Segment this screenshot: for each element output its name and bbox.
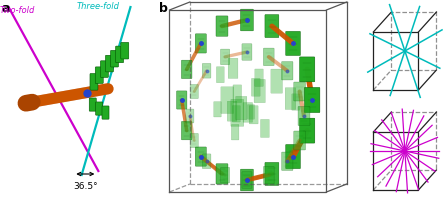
FancyBboxPatch shape bbox=[255, 69, 263, 86]
Text: b: b bbox=[159, 2, 168, 15]
FancyBboxPatch shape bbox=[294, 131, 306, 150]
FancyBboxPatch shape bbox=[282, 152, 293, 170]
FancyBboxPatch shape bbox=[286, 31, 300, 56]
FancyBboxPatch shape bbox=[90, 74, 98, 90]
FancyBboxPatch shape bbox=[282, 62, 293, 80]
FancyBboxPatch shape bbox=[247, 105, 255, 119]
FancyBboxPatch shape bbox=[271, 69, 283, 93]
FancyBboxPatch shape bbox=[186, 109, 194, 123]
FancyBboxPatch shape bbox=[294, 82, 306, 101]
FancyBboxPatch shape bbox=[249, 106, 258, 124]
FancyBboxPatch shape bbox=[236, 96, 247, 120]
Text: 36.5°: 36.5° bbox=[73, 182, 97, 191]
FancyBboxPatch shape bbox=[101, 61, 109, 77]
FancyBboxPatch shape bbox=[286, 144, 300, 169]
FancyBboxPatch shape bbox=[181, 60, 192, 79]
FancyBboxPatch shape bbox=[299, 57, 315, 82]
Text: a: a bbox=[2, 2, 10, 15]
FancyBboxPatch shape bbox=[105, 55, 113, 72]
FancyBboxPatch shape bbox=[195, 147, 206, 166]
FancyBboxPatch shape bbox=[89, 98, 96, 111]
FancyBboxPatch shape bbox=[251, 78, 260, 96]
FancyBboxPatch shape bbox=[221, 167, 230, 183]
FancyBboxPatch shape bbox=[242, 44, 252, 60]
FancyBboxPatch shape bbox=[121, 42, 129, 59]
FancyBboxPatch shape bbox=[243, 102, 253, 122]
FancyBboxPatch shape bbox=[233, 85, 241, 103]
FancyBboxPatch shape bbox=[95, 67, 103, 83]
FancyBboxPatch shape bbox=[241, 9, 253, 31]
Text: Two-fold: Two-fold bbox=[0, 6, 35, 15]
FancyBboxPatch shape bbox=[116, 46, 124, 63]
FancyBboxPatch shape bbox=[216, 16, 228, 36]
FancyBboxPatch shape bbox=[202, 154, 211, 169]
FancyBboxPatch shape bbox=[221, 87, 234, 113]
FancyBboxPatch shape bbox=[264, 166, 274, 184]
Text: Three-fold: Three-fold bbox=[77, 2, 120, 11]
FancyBboxPatch shape bbox=[264, 48, 274, 66]
FancyBboxPatch shape bbox=[265, 162, 279, 185]
FancyBboxPatch shape bbox=[241, 169, 253, 191]
FancyBboxPatch shape bbox=[214, 102, 221, 117]
FancyBboxPatch shape bbox=[190, 84, 198, 99]
FancyBboxPatch shape bbox=[176, 91, 187, 109]
FancyBboxPatch shape bbox=[292, 94, 300, 110]
FancyBboxPatch shape bbox=[96, 102, 103, 115]
FancyBboxPatch shape bbox=[216, 164, 228, 184]
FancyBboxPatch shape bbox=[242, 172, 252, 188]
FancyBboxPatch shape bbox=[227, 101, 237, 121]
FancyBboxPatch shape bbox=[265, 15, 279, 38]
FancyBboxPatch shape bbox=[299, 118, 315, 143]
FancyBboxPatch shape bbox=[298, 106, 310, 126]
FancyBboxPatch shape bbox=[195, 34, 206, 53]
FancyBboxPatch shape bbox=[304, 87, 320, 113]
FancyBboxPatch shape bbox=[285, 88, 296, 110]
FancyBboxPatch shape bbox=[102, 106, 109, 119]
FancyBboxPatch shape bbox=[231, 99, 244, 126]
FancyBboxPatch shape bbox=[181, 121, 192, 140]
FancyBboxPatch shape bbox=[202, 63, 211, 78]
FancyBboxPatch shape bbox=[110, 50, 118, 67]
FancyBboxPatch shape bbox=[228, 58, 238, 78]
FancyBboxPatch shape bbox=[190, 133, 198, 148]
FancyBboxPatch shape bbox=[216, 67, 224, 83]
FancyBboxPatch shape bbox=[232, 106, 240, 122]
FancyBboxPatch shape bbox=[221, 49, 230, 65]
FancyBboxPatch shape bbox=[260, 119, 269, 137]
FancyBboxPatch shape bbox=[254, 79, 265, 103]
FancyBboxPatch shape bbox=[231, 124, 239, 140]
